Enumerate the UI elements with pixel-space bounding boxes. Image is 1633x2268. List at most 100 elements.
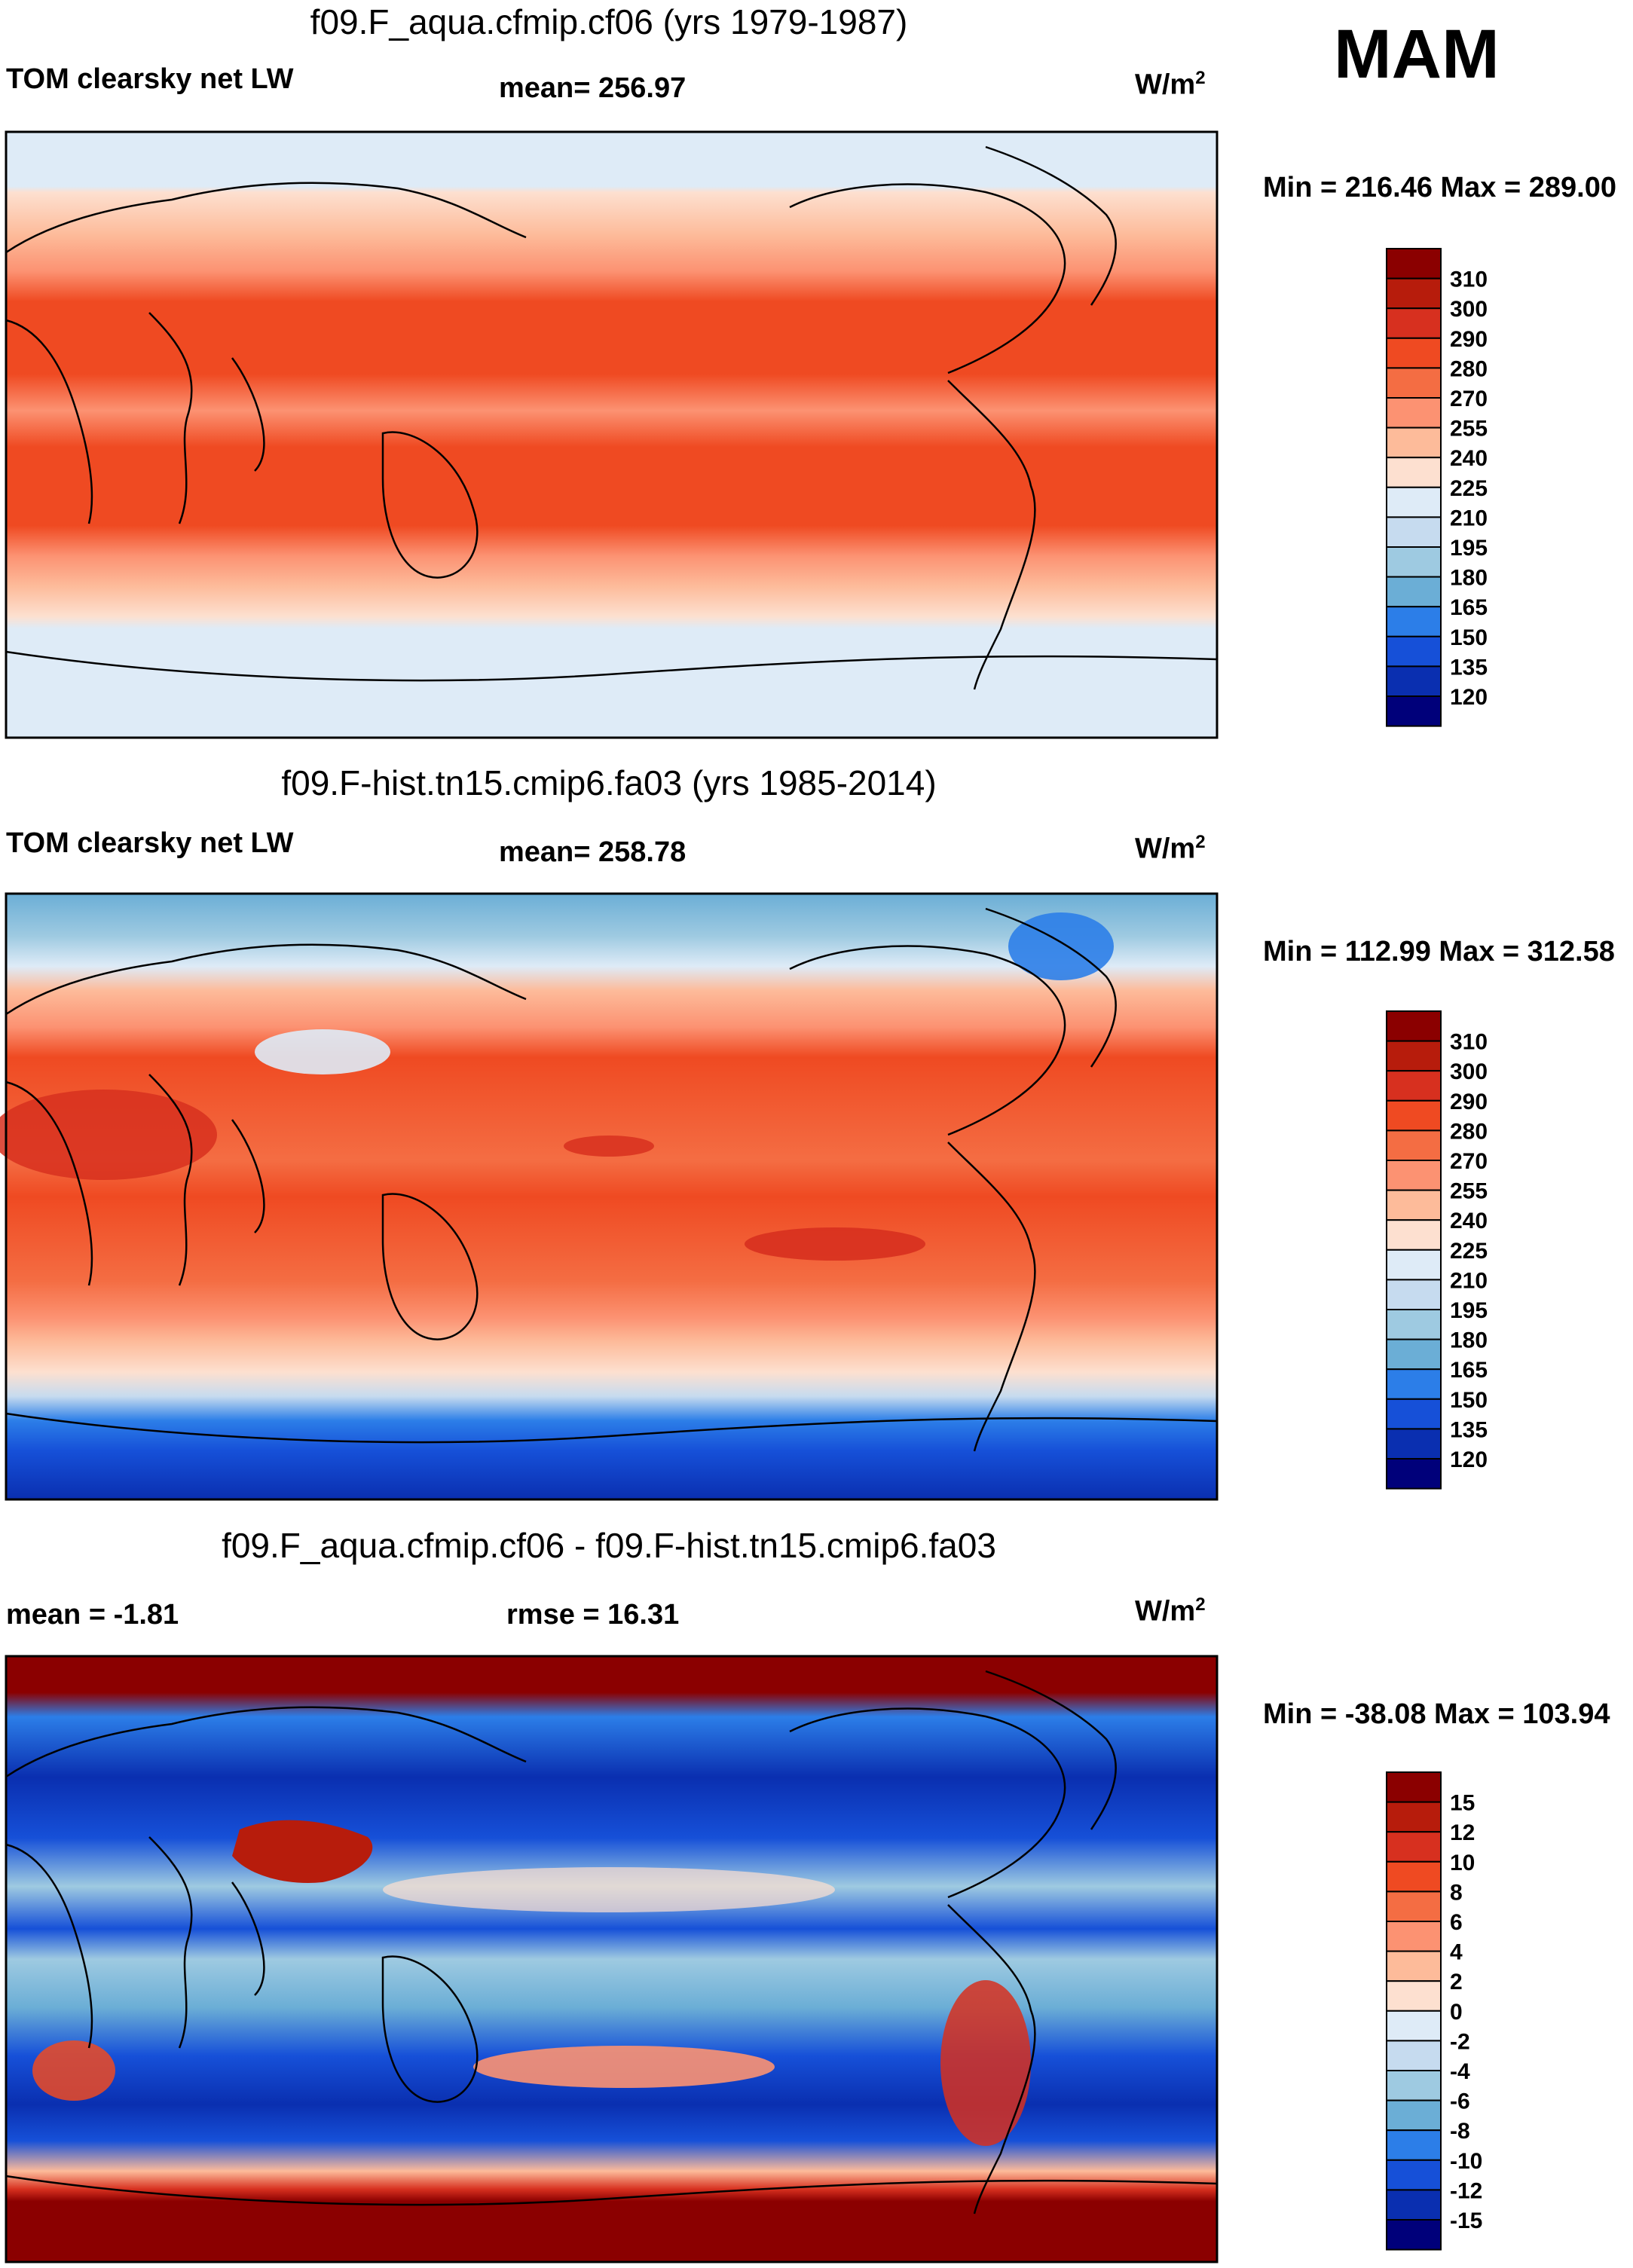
colorbar-tick-label: -6 [1450, 2089, 1470, 2114]
panel3-minmax: Min = -38.08 Max = 103.94 [1263, 1698, 1610, 1730]
colorbar-tick-label: 310 [1450, 267, 1488, 292]
colorbar-tick-label: 165 [1450, 595, 1488, 620]
colorbar-box [1386, 1801, 1442, 1833]
panel1-coastlines [5, 145, 1218, 690]
panel1-title: f09.F_aqua.cfmip.cf06 (yrs 1979-1987) [310, 2, 908, 41]
colorbar-tick-label: 300 [1450, 1059, 1488, 1084]
colorbar-tick-label: 8 [1450, 1880, 1463, 1905]
colorbar-box [1386, 665, 1442, 698]
colorbar-box [1386, 1129, 1442, 1161]
panel3-mean-label: mean = -1.81 [6, 1599, 179, 1631]
colorbar-box [1386, 1458, 1442, 1490]
colorbar-box [1386, 1980, 1442, 2012]
colorbar-box [1386, 1099, 1442, 1132]
panel2-pacific-hot [745, 1227, 925, 1261]
colorbar-box [1386, 1368, 1442, 1400]
colorbar-box [1386, 2189, 1442, 2221]
colorbar-box [1386, 546, 1442, 578]
panel2-greenland-cold [1008, 912, 1114, 980]
colorbar-box [1386, 426, 1442, 459]
panel1-unit-label: W/m2 [1135, 68, 1206, 101]
colorbar-box [1386, 337, 1442, 369]
colorbar-box [1386, 1860, 1442, 1893]
colorbar-tick-label: 4 [1450, 1940, 1463, 1965]
colorbar-tick-label: -12 [1450, 2178, 1482, 2203]
colorbar-box [1386, 397, 1442, 429]
colorbar-box [1386, 1921, 1442, 1952]
colorbar-box [1386, 635, 1442, 668]
panel1-map [5, 130, 1219, 739]
colorbar-tick-label: 150 [1450, 625, 1488, 650]
panel3-unit-label: W/m2 [1135, 1594, 1206, 1628]
colorbar-box [1386, 1398, 1442, 1430]
panel3-coastlines [5, 1670, 1218, 2215]
colorbar-tick-label: 300 [1450, 297, 1488, 322]
colorbar-tick-label: 240 [1450, 1209, 1488, 1233]
colorbar-tick-label: 12 [1450, 1820, 1475, 1845]
panel3-colorbar: 15 12 10 8 6 4 2 0 -2 -4 -6 -8 -10 -12 -15 [1386, 1771, 1482, 2251]
panel1-minmax: Min = 216.46 Max = 289.00 [1263, 172, 1616, 203]
colorbar-box [1386, 2219, 1442, 2251]
colorbar-tick-label: 210 [1450, 1268, 1488, 1293]
colorbar-box [1386, 2099, 1442, 2132]
colorbar-tick-label: 165 [1450, 1358, 1488, 1383]
colorbar-tick-label: 150 [1450, 1388, 1488, 1413]
colorbar-box [1386, 1309, 1442, 1340]
panel3-andes-warm [940, 1980, 1031, 2146]
panel2-minmax: Min = 112.99 Max = 312.58 [1263, 936, 1615, 967]
panel3-rmse-label: rmse = 16.31 [506, 1599, 680, 1631]
colorbar-tick-label: 135 [1450, 655, 1488, 680]
colorbar-box [1386, 576, 1442, 608]
panel2-title: f09.F-hist.tn15.cmip6.fa03 (yrs 1985-201… [281, 763, 937, 802]
colorbar-box [1386, 367, 1442, 399]
panel2-mean-label: mean= 258.78 [499, 836, 687, 868]
colorbar-tick-label: -10 [1450, 2149, 1482, 2174]
colorbar-tick-label: 120 [1450, 685, 1488, 710]
colorbar-box [1386, 1219, 1442, 1251]
panel2-field [6, 894, 1217, 1499]
colorbar-tick-label: 225 [1450, 1239, 1488, 1264]
panel3-tibet-warm [232, 1820, 373, 1883]
colorbar-box [1386, 1279, 1442, 1310]
colorbar-box [1386, 1189, 1442, 1221]
panel2-sahara-hot [0, 1090, 217, 1180]
colorbar-box [1386, 2159, 1442, 2191]
colorbar-tick-label: 240 [1450, 446, 1488, 471]
colorbar-box [1386, 1428, 1442, 1460]
colorbar-box [1386, 1040, 1442, 1072]
colorbar-box [1386, 1249, 1442, 1281]
colorbar-box [1386, 307, 1442, 339]
panel2-map [0, 892, 1219, 1501]
colorbar-tick-label: 0 [1450, 2000, 1463, 2025]
colorbar-tick-label: 270 [1450, 1149, 1488, 1174]
colorbar-tick-label: 6 [1450, 1910, 1463, 1935]
panel3-africa-warm [32, 2040, 115, 2101]
colorbar-box [1386, 1891, 1442, 1922]
colorbar-box [1386, 2129, 1442, 2161]
panel3-field [6, 1656, 1217, 2262]
colorbar-box [1386, 1010, 1442, 1042]
colorbar-box [1386, 1771, 1442, 1803]
colorbar-tick-label: -2 [1450, 2029, 1470, 2054]
colorbar-box [1386, 1950, 1442, 1982]
panel2-colorbar: 310 300 290 280 270 255 240 225 210 195 180 165 150 1… [1386, 1010, 1488, 1490]
panel2-pacific-hot-north [564, 1136, 654, 1157]
colorbar-tick-label: -15 [1450, 2208, 1482, 2233]
colorbar-box [1386, 606, 1442, 637]
colorbar-tick-label: 10 [1450, 1851, 1475, 1875]
colorbar-box [1386, 2070, 1442, 2101]
colorbar-tick-label: 290 [1450, 327, 1488, 352]
panel3-map [5, 1655, 1219, 2263]
colorbar-tick-label: 120 [1450, 1447, 1488, 1472]
colorbar-tick-label: 210 [1450, 506, 1488, 530]
panel2-unit-label: W/m2 [1135, 832, 1206, 865]
colorbar-tick-label: 225 [1450, 476, 1488, 501]
colorbar-tick-label: 180 [1450, 566, 1488, 591]
colorbar-box [1386, 516, 1442, 548]
colorbar-box [1386, 2010, 1442, 2042]
panel3-pacific-neutral [383, 1867, 835, 1912]
colorbar-box [1386, 2040, 1442, 2071]
colorbar-tick-label: 270 [1450, 387, 1488, 411]
colorbar-tick-label: 15 [1450, 1791, 1475, 1816]
colorbar-tick-label: 290 [1450, 1090, 1488, 1114]
